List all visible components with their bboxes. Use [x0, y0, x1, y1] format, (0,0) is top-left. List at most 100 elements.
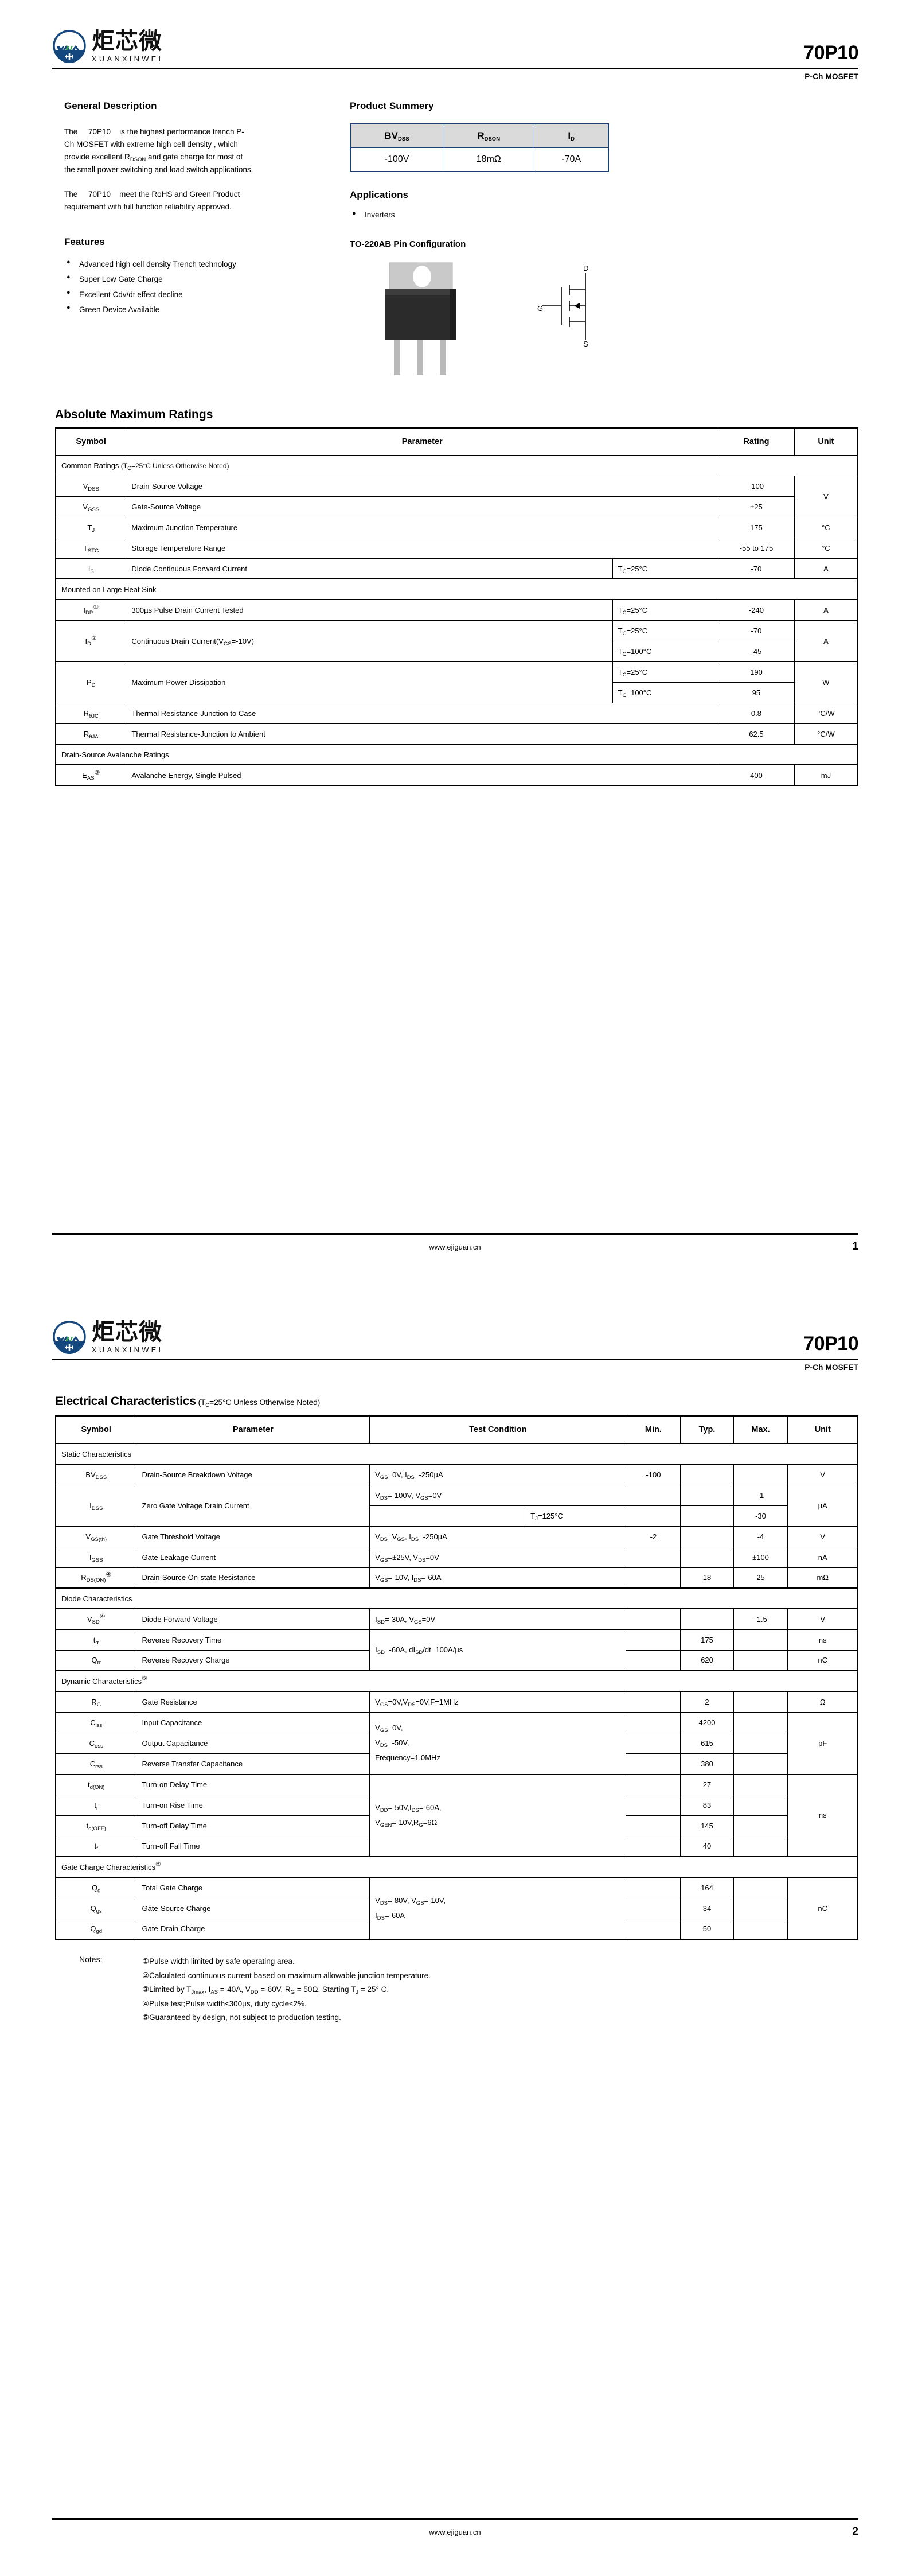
- cell-parameter: Zero Gate Voltage Drain Current: [136, 1484, 370, 1527]
- cell-rating: 400: [718, 764, 795, 786]
- cell-unit: V: [787, 1464, 858, 1485]
- notes-list: ①Pulse width limited by safe operating a…: [142, 1955, 431, 2025]
- table-row: BVDSS Drain-Source Breakdown Voltage VGS…: [55, 1464, 858, 1485]
- table-row: -100V 18mΩ -70A: [350, 147, 609, 172]
- cell-unit: °C/W: [794, 723, 858, 745]
- cell-symbol: RθJA: [55, 723, 127, 745]
- col-header-test-condition: Test Condition: [369, 1415, 627, 1444]
- cell-typ: 380: [680, 1753, 734, 1775]
- col-header-parameter: Parameter: [136, 1415, 370, 1444]
- cell-parameter: Reverse Transfer Capacitance: [136, 1753, 370, 1775]
- cell-parameter: Thermal Resistance-Junction to Case: [126, 702, 719, 724]
- application-item: Inverters: [350, 208, 858, 222]
- section-label: Gate Charge Characteristics⑤: [55, 1856, 858, 1878]
- cell-max: 25: [733, 1567, 788, 1589]
- cell-test-condition: TJ=125°C: [525, 1505, 627, 1527]
- table-row: VGS(th) Gate Threshold Voltage VDS=VGS, …: [55, 1526, 858, 1547]
- table-row: EAS③ Avalanche Energy, Single Pulsed 400…: [55, 764, 858, 786]
- cell-max: [733, 1897, 788, 1919]
- cell-rating: 62.5: [718, 723, 795, 745]
- cell-parameter: Avalanche Energy, Single Pulsed: [126, 764, 719, 786]
- cell-max: [733, 1691, 788, 1713]
- table-row: Qg Total Gate Charge VDS=-80V, VGS=-10V,…: [55, 1877, 858, 1940]
- cell-parameter: Total Gate Charge: [136, 1877, 370, 1898]
- table-row: VSD④ Diode Forward Voltage ISD=-30A, VGS…: [55, 1608, 858, 1630]
- table-row: RθJC Thermal Resistance-Junction to Case…: [55, 702, 858, 724]
- page2-footer: www.ejiguan.cn 2: [52, 2518, 858, 2544]
- cell-unit: mΩ: [787, 1567, 858, 1589]
- col-header-rdson: RDSON: [442, 123, 535, 148]
- col-header-max: Max.: [733, 1415, 788, 1444]
- cell-min: [626, 1505, 681, 1527]
- cell-min: [626, 1753, 681, 1775]
- note-item: ④Pulse test;Pulse width≤300µs, duty cycl…: [142, 1999, 307, 2008]
- footer-website[interactable]: www.ejiguan.cn: [429, 1242, 481, 1251]
- cell-parameter: Maximum Power Dissipation: [126, 661, 613, 703]
- cell-parameter: Gate-Source Charge: [136, 1897, 370, 1919]
- cell-min: -100: [626, 1464, 681, 1485]
- cell-parameter: Input Capacitance: [136, 1711, 370, 1733]
- cell-symbol: tr: [55, 1794, 137, 1816]
- cell-max: -4: [733, 1526, 788, 1547]
- page1-header: 炬芯微 XUANXINWEI 70P10: [52, 0, 858, 64]
- col-header-parameter: Parameter: [126, 427, 719, 456]
- col-header-symbol: Symbol: [55, 427, 127, 456]
- cell-unit: °C: [794, 516, 858, 538]
- cell-typ: 620: [680, 1649, 734, 1671]
- cell-test-condition: TC=25°C: [612, 661, 719, 683]
- table-row: VDSS Drain-Source Voltage -100 V: [55, 475, 858, 517]
- cell-unit: pF: [787, 1711, 858, 1775]
- cell-parameter: Turn-on Rise Time: [136, 1794, 370, 1816]
- col-header-unit: Unit: [787, 1415, 858, 1444]
- note-item: ①Pulse width limited by safe operating a…: [142, 1957, 295, 1966]
- cell-max: -30: [733, 1505, 788, 1527]
- source-label: S: [583, 340, 588, 348]
- cell-min: [626, 1815, 681, 1836]
- cell-typ: 34: [680, 1897, 734, 1919]
- table-row: IGSS Gate Leakage Current VGS=±25V, VDS=…: [55, 1546, 858, 1568]
- table-row: Qgs Gate-Source Charge 34: [55, 1897, 858, 1919]
- section-label: Dynamic Characteristics⑤: [55, 1670, 858, 1692]
- table-row: tf Turn-off Fall Time 40: [55, 1835, 858, 1857]
- cell-rating: -240: [718, 599, 795, 621]
- footer-divider: [52, 1233, 858, 1235]
- cell-unit: A: [794, 558, 858, 579]
- to220ab-package-image: [364, 259, 485, 377]
- footer-website[interactable]: www.ejiguan.cn: [429, 2527, 481, 2536]
- cell-symbol: trr: [55, 1629, 137, 1651]
- electrical-characteristics-section: Electrical Characteristics (TC=25°C Unle…: [52, 1395, 858, 2025]
- cell-parameter: 300µs Pulse Drain Current Tested: [126, 599, 613, 621]
- cell-min: [626, 1835, 681, 1857]
- cell-typ: 164: [680, 1877, 734, 1898]
- cell-max: ±100: [733, 1546, 788, 1568]
- cell-typ: [680, 1505, 734, 1527]
- table-row: VGSS Gate-Source Voltage ±25: [55, 496, 858, 517]
- company-name-en: XUANXINWEI: [92, 55, 163, 63]
- ec-title: Electrical Characteristics (TC=25°C Unle…: [55, 1395, 321, 1408]
- cell-max: [733, 1629, 788, 1651]
- package-title: TO-220AB Pin Configuration: [350, 239, 466, 249]
- cell-symbol: TJ: [55, 516, 127, 538]
- cell-max: [733, 1794, 788, 1816]
- notes-label: Notes:: [79, 1955, 103, 1964]
- cell-parameter: Turn-off Delay Time: [136, 1815, 370, 1836]
- cell-typ: 83: [680, 1794, 734, 1816]
- cell-rating: 175: [718, 516, 795, 538]
- cell-symbol: IDSS: [55, 1484, 137, 1527]
- value-id: -70A: [534, 147, 609, 172]
- cell-typ: 145: [680, 1815, 734, 1836]
- cell-unit: mJ: [794, 764, 858, 786]
- cell-symbol: IS: [55, 558, 127, 579]
- cell-typ: 50: [680, 1918, 734, 1940]
- cell-min: [626, 1897, 681, 1919]
- cell-symbol: IDP①: [55, 599, 127, 621]
- cell-parameter: Gate Threshold Voltage: [136, 1526, 370, 1547]
- cell-test-condition: VGS=±25V, VDS=0V: [369, 1546, 627, 1568]
- cell-symbol: RθJC: [55, 702, 127, 724]
- electrical-characteristics-table: Symbol Parameter Test Condition Min. Typ…: [55, 1415, 858, 1940]
- cell-unit: A: [794, 599, 858, 621]
- section-header-gate-charge: Gate Charge Characteristics⑤: [55, 1856, 858, 1878]
- cell-unit: A: [794, 620, 858, 662]
- cell-parameter: Maximum Junction Temperature: [126, 516, 719, 538]
- col-header-bvdss: BVDSS: [350, 123, 443, 148]
